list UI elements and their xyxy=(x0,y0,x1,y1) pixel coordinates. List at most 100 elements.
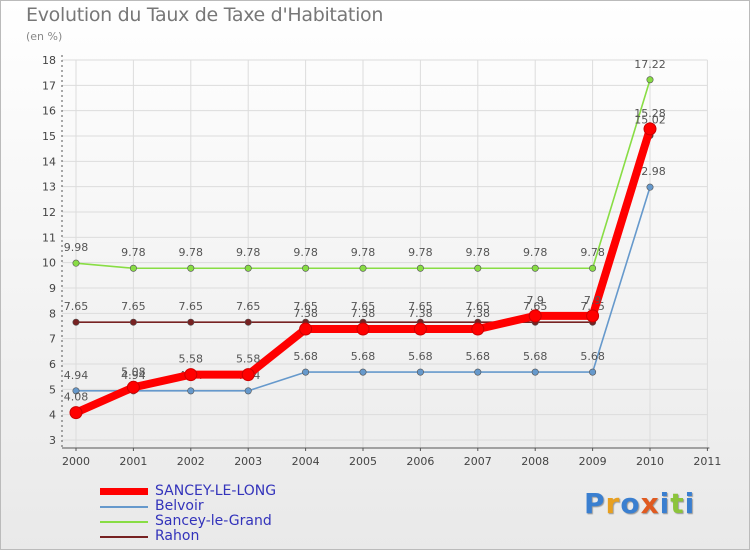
y-tick-label: 13 xyxy=(42,181,56,194)
y-tick-label: 16 xyxy=(42,105,56,118)
data-label-sancey-le-grand: 17.22 xyxy=(634,58,666,71)
data-label-rahon: 7.65 xyxy=(408,300,433,313)
x-tick-label: 2007 xyxy=(464,455,492,468)
data-label-sancey-le-long: 7.38 xyxy=(351,307,376,320)
data-point-belvoir xyxy=(474,368,482,376)
y-tick-label: 17 xyxy=(42,79,56,92)
y-tick-label: 5 xyxy=(49,383,56,396)
x-tick-label: 2009 xyxy=(579,455,607,468)
data-point-rahon xyxy=(129,318,137,326)
data-point-sancey-le-grand xyxy=(589,264,597,272)
data-label-sancey-le-long: 5.58 xyxy=(179,353,204,366)
data-point-belvoir xyxy=(416,368,424,376)
data-label-belvoir: 5.68 xyxy=(466,350,491,363)
x-tick-label: 2002 xyxy=(177,455,205,468)
data-label-belvoir: 5.68 xyxy=(523,350,548,363)
data-point-sancey-le-grand xyxy=(129,264,137,272)
data-label-sancey-le-long: 7.38 xyxy=(293,307,318,320)
data-label-rahon: 7.65 xyxy=(351,300,376,313)
y-tick-label: 10 xyxy=(42,257,56,270)
legend-label-sancey-le-long: SANCEY-LE-LONG xyxy=(155,483,277,499)
data-label-sancey-le-grand: 9.98 xyxy=(64,241,89,254)
data-label-sancey-le-grand: 9.78 xyxy=(293,246,318,259)
x-tick-label: 2011 xyxy=(693,455,721,468)
data-point-sancey-le-long xyxy=(643,122,657,136)
data-point-sancey-le-long xyxy=(69,406,83,420)
data-label-belvoir: 4.94 xyxy=(64,369,89,382)
data-label-sancey-le-grand: 9.78 xyxy=(523,246,548,259)
data-label-sancey-le-grand: 9.78 xyxy=(121,246,146,259)
data-point-sancey-le-long xyxy=(299,322,313,336)
x-tick-label: 2001 xyxy=(119,455,147,468)
data-label-rahon: 7.65 xyxy=(236,300,261,313)
y-tick-label: 3 xyxy=(49,434,56,447)
data-point-belvoir xyxy=(531,368,539,376)
data-point-sancey-le-grand xyxy=(244,264,252,272)
data-label-sancey-le-grand: 9.78 xyxy=(236,246,261,259)
data-label-belvoir: 5.68 xyxy=(293,350,318,363)
y-tick-label: 7 xyxy=(49,333,56,346)
x-tick-label: 2006 xyxy=(406,455,434,468)
data-point-sancey-le-long xyxy=(241,368,255,382)
y-tick-label: 4 xyxy=(49,409,56,422)
legend-swatch-belvoir xyxy=(100,506,148,508)
data-label-sancey-le-grand: 9.78 xyxy=(466,246,491,259)
x-tick-label: 2010 xyxy=(636,455,664,468)
data-point-rahon xyxy=(187,318,195,326)
y-tick-label: 8 xyxy=(49,307,56,320)
data-label-sancey-le-grand: 9.78 xyxy=(179,246,204,259)
data-label-sancey-le-long: 15.28 xyxy=(634,107,666,120)
legend-label-sancey-le-grand: Sancey-le-Grand xyxy=(155,513,272,529)
chart-unit-label: (en %) xyxy=(26,30,63,43)
y-tick-label: 15 xyxy=(42,130,56,143)
data-point-sancey-le-long xyxy=(126,380,140,394)
legend-swatch-rahon xyxy=(100,536,148,538)
data-label-belvoir: 5.68 xyxy=(408,350,433,363)
data-point-sancey-le-long xyxy=(586,309,600,323)
data-label-sancey-le-grand: 9.78 xyxy=(580,246,605,259)
x-tick-label: 2004 xyxy=(292,455,320,468)
data-point-sancey-le-grand xyxy=(302,264,310,272)
data-label-sancey-le-long: 7.9 xyxy=(584,294,602,307)
data-label-rahon: 7.65 xyxy=(121,300,146,313)
data-point-sancey-le-long xyxy=(471,322,485,336)
data-point-sancey-le-grand xyxy=(416,264,424,272)
legend-label-belvoir: Belvoir xyxy=(155,498,204,514)
x-tick-label: 2005 xyxy=(349,455,377,468)
data-point-belvoir xyxy=(244,387,252,395)
y-tick-label: 6 xyxy=(49,358,56,371)
data-label-rahon: 7.65 xyxy=(64,300,89,313)
data-label-rahon: 15.02 xyxy=(634,113,666,126)
data-label-sancey-le-long: 4.08 xyxy=(64,391,89,404)
data-point-belvoir xyxy=(302,368,310,376)
data-label-belvoir: 4.94 xyxy=(121,369,146,382)
data-point-sancey-le-grand xyxy=(359,264,367,272)
y-tick-label: 9 xyxy=(49,282,56,295)
data-point-sancey-le-grand xyxy=(72,259,80,267)
x-tick-label: 2000 xyxy=(62,455,90,468)
data-label-belvoir: 5.68 xyxy=(580,350,605,363)
y-tick-label: 11 xyxy=(42,231,56,244)
data-point-sancey-le-grand xyxy=(646,76,654,84)
data-point-belvoir xyxy=(359,368,367,376)
data-point-sancey-le-long xyxy=(528,309,542,323)
line-chart: 3 4 5 6 7 8 9 10 11 12 13 14 15 16 17 18 2000 2001 2002 200… xyxy=(42,54,721,468)
data-label-sancey-le-long: 5.08 xyxy=(121,365,146,378)
proxiti-logo: Proxiti xyxy=(584,487,696,520)
data-label-belvoir: 12.98 xyxy=(634,165,666,178)
chart-title: Evolution du Taux de Taxe d'Habitation xyxy=(26,4,384,26)
y-tick-label: 14 xyxy=(42,155,56,168)
data-point-belvoir xyxy=(589,368,597,376)
data-point-sancey-le-grand xyxy=(187,264,195,272)
data-label-sancey-le-long: 5.58 xyxy=(236,353,261,366)
data-point-sancey-le-grand xyxy=(474,264,482,272)
data-point-belvoir xyxy=(646,183,654,191)
x-tick-label: 2008 xyxy=(521,455,549,468)
data-label-sancey-le-long: 7.9 xyxy=(526,294,544,307)
data-point-sancey-le-long xyxy=(356,322,370,336)
legend-swatch-sancey-le-grand xyxy=(100,521,148,523)
data-label-belvoir: 5.68 xyxy=(351,350,376,363)
data-label-sancey-le-long: 7.38 xyxy=(466,307,491,320)
data-label-rahon: 7.65 xyxy=(179,300,204,313)
data-label-rahon: 7.65 xyxy=(466,300,491,313)
